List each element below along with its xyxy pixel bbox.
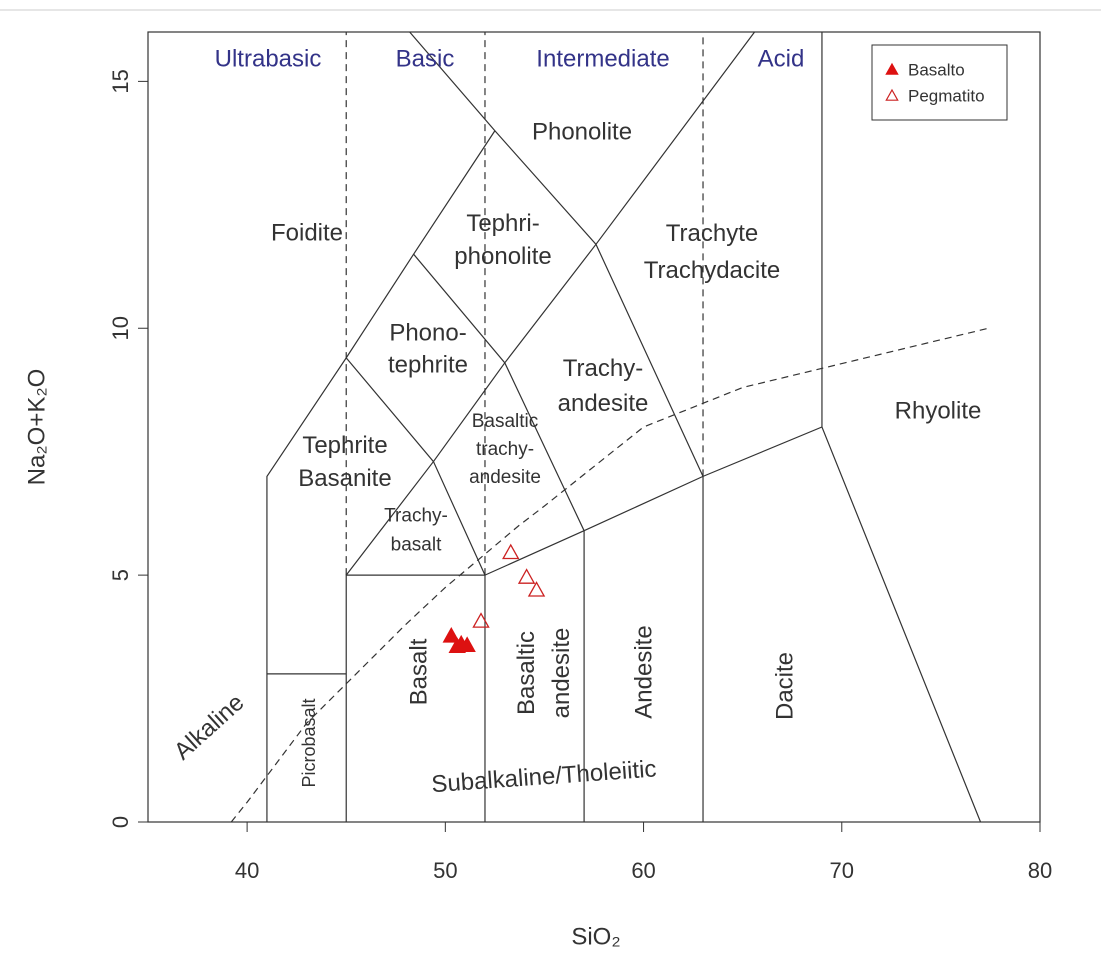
x-tick-label: 60 — [631, 858, 655, 883]
region-label: Phono-tephrite — [388, 319, 468, 378]
region-label-line: Tephri- — [466, 210, 539, 237]
region-label-line: andesite — [558, 390, 649, 417]
dashed-boundary — [230, 327, 989, 823]
y-tick-label: 5 — [108, 569, 133, 581]
region-label: Picrobasalt — [299, 698, 319, 787]
legend-label: Basalto — [908, 60, 965, 79]
x-tick-label: 80 — [1028, 858, 1052, 883]
field-boundary — [345, 31, 756, 576]
y-tick-label: 0 — [108, 816, 133, 828]
region-label-line: Tephrite — [302, 432, 387, 459]
region-label-line: basalt — [391, 535, 442, 556]
region-label-line: andesite — [469, 467, 541, 488]
x-axis-label: SiO₂ — [571, 923, 620, 950]
region-label: Foidite — [271, 219, 343, 246]
class-label: Intermediate — [536, 45, 669, 72]
region-label: Trachyte Trachydacite — [644, 220, 781, 284]
region-label: Trachy-basalt — [384, 506, 448, 556]
field-boundary — [494, 130, 704, 477]
region-label-line: andesite — [548, 628, 575, 719]
region-label: Subalkaline/Tholeiitic — [431, 756, 658, 799]
region-label-line: Dacite — [771, 652, 798, 720]
region-label-line: Phono- — [389, 319, 466, 346]
region-label: Trachy-andesite — [558, 355, 649, 417]
legend-label: Pegmatito — [908, 86, 985, 105]
class-label: Acid — [758, 45, 805, 72]
region-label-line: Basanite — [298, 465, 391, 492]
region-label: Basaltic trachy-andesite — [469, 411, 541, 488]
region-label-line: Trachy- — [384, 506, 448, 527]
region-label: Basalt — [405, 638, 432, 705]
region-label: Andesite — [630, 625, 657, 718]
region-label: Dacite — [771, 652, 798, 720]
region-label-line: Basalt — [405, 638, 432, 705]
region-label-line: Rhyolite — [895, 397, 982, 424]
y-tick-label: 15 — [108, 69, 133, 93]
region-label-line: Foidite — [271, 219, 343, 246]
region-label-line: Basaltic — [472, 411, 539, 432]
field-boundary — [413, 253, 585, 531]
data-point — [527, 581, 546, 597]
region-label-line: Trachydacite — [644, 257, 781, 284]
legend-marker — [885, 88, 899, 101]
region-label-line: Basaltic — [513, 631, 540, 715]
class-label: Basic — [396, 45, 455, 72]
legend-marker — [885, 62, 899, 75]
data-point — [502, 543, 520, 560]
region-label-line: Andesite — [630, 625, 657, 718]
region-label-line: Trachyte — [666, 220, 758, 247]
region-label-line: Phonolite — [532, 118, 632, 145]
y-axis-label: Na₂O+K₂O — [23, 369, 50, 486]
data-point — [517, 568, 536, 584]
data-point — [472, 612, 490, 628]
plot-frame — [147, 31, 1041, 823]
region-label-line: Trachy- — [563, 355, 643, 382]
region-label: Basaltic andesite — [513, 628, 575, 719]
region-label: Tephrite Basanite — [298, 432, 391, 492]
y-tick-label: 10 — [108, 316, 133, 340]
field-boundary — [345, 574, 486, 822]
x-tick-label: 40 — [235, 858, 259, 883]
class-label: Ultrabasic — [215, 45, 322, 72]
region-label-line: Subalkaline/Tholeiitic — [431, 756, 658, 799]
region-label-line: Picrobasalt — [299, 698, 319, 787]
legend-box — [871, 44, 1008, 121]
region-label: Tephri-phonolite — [454, 210, 551, 270]
region-label: Alkaline — [169, 689, 250, 765]
region-label: Rhyolite — [895, 397, 982, 424]
data-point — [442, 627, 460, 643]
region-label-line: tephrite — [388, 351, 468, 378]
x-tick-label: 70 — [830, 858, 854, 883]
field-boundary — [345, 357, 486, 576]
field-boundary — [266, 31, 496, 822]
region-label-line: phonolite — [454, 243, 551, 270]
data-point — [448, 637, 466, 653]
region-label: Phonolite — [532, 118, 632, 145]
region-label-line: Alkaline — [169, 689, 250, 765]
region-label-line: trachy- — [476, 439, 534, 460]
data-point — [458, 636, 476, 652]
x-tick-label: 50 — [433, 858, 457, 883]
